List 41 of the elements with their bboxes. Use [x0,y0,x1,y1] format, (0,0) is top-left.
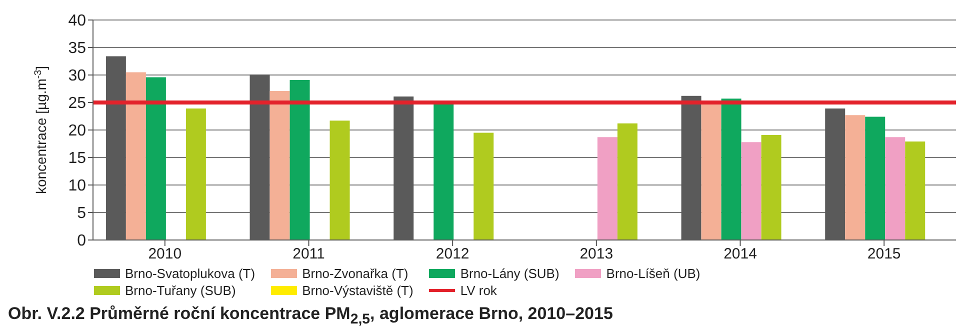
bar [474,132,494,240]
legend-label: LV rok [460,283,497,298]
bar [597,137,618,240]
x-tick-label: 2010 [148,246,182,263]
x-tick-label: 2015 [867,246,901,263]
bar [434,102,454,240]
bar [905,142,926,240]
legend-label: Brno-Líšeň (UB) [606,266,700,281]
y-tick-label: 30 [68,68,86,85]
y-tick-label: 10 [68,178,86,195]
bar [270,90,290,240]
bar [186,108,206,240]
legend-label: Brno-Svatoplukova (T) [125,266,256,281]
y-tick-label: 35 [68,40,86,58]
x-tick-label: 2013 [580,246,614,263]
bar [146,77,166,240]
y-tick-label: 5 [77,205,86,222]
x-tick-label: 2014 [724,246,757,263]
bar [845,115,866,240]
bar [290,80,310,240]
bar [865,116,886,240]
text: Obr. V.2.2 Průměrné roční koncentrace PM$_{2,5}$, aglomerace Brno, 2010–2015 [8,304,614,328]
bar [330,120,350,240]
bar [741,142,762,240]
y-tick-label: 40 [68,12,86,30]
y-tick-label: 25 [68,95,86,112]
bar [126,72,146,240]
legend-label: Brno-Tuřany (SUB) [125,283,236,298]
x-tick-label: 2012 [436,246,470,263]
legend-label: Brno-Lány (SUB) [460,266,560,281]
y-tick-label: 0 [77,232,86,250]
y-tick-label: 15 [68,150,86,168]
bar [721,98,742,240]
bar [761,134,782,240]
legend-label: Brno-Zvonařka (T) [302,266,408,281]
bar [885,137,906,240]
y-tick-label: 20 [68,122,86,140]
bar [701,102,722,240]
legend-label: Brno-Výstaviště (T) [302,283,414,298]
bar [617,123,638,240]
x-tick-label: 2011 [292,246,325,263]
